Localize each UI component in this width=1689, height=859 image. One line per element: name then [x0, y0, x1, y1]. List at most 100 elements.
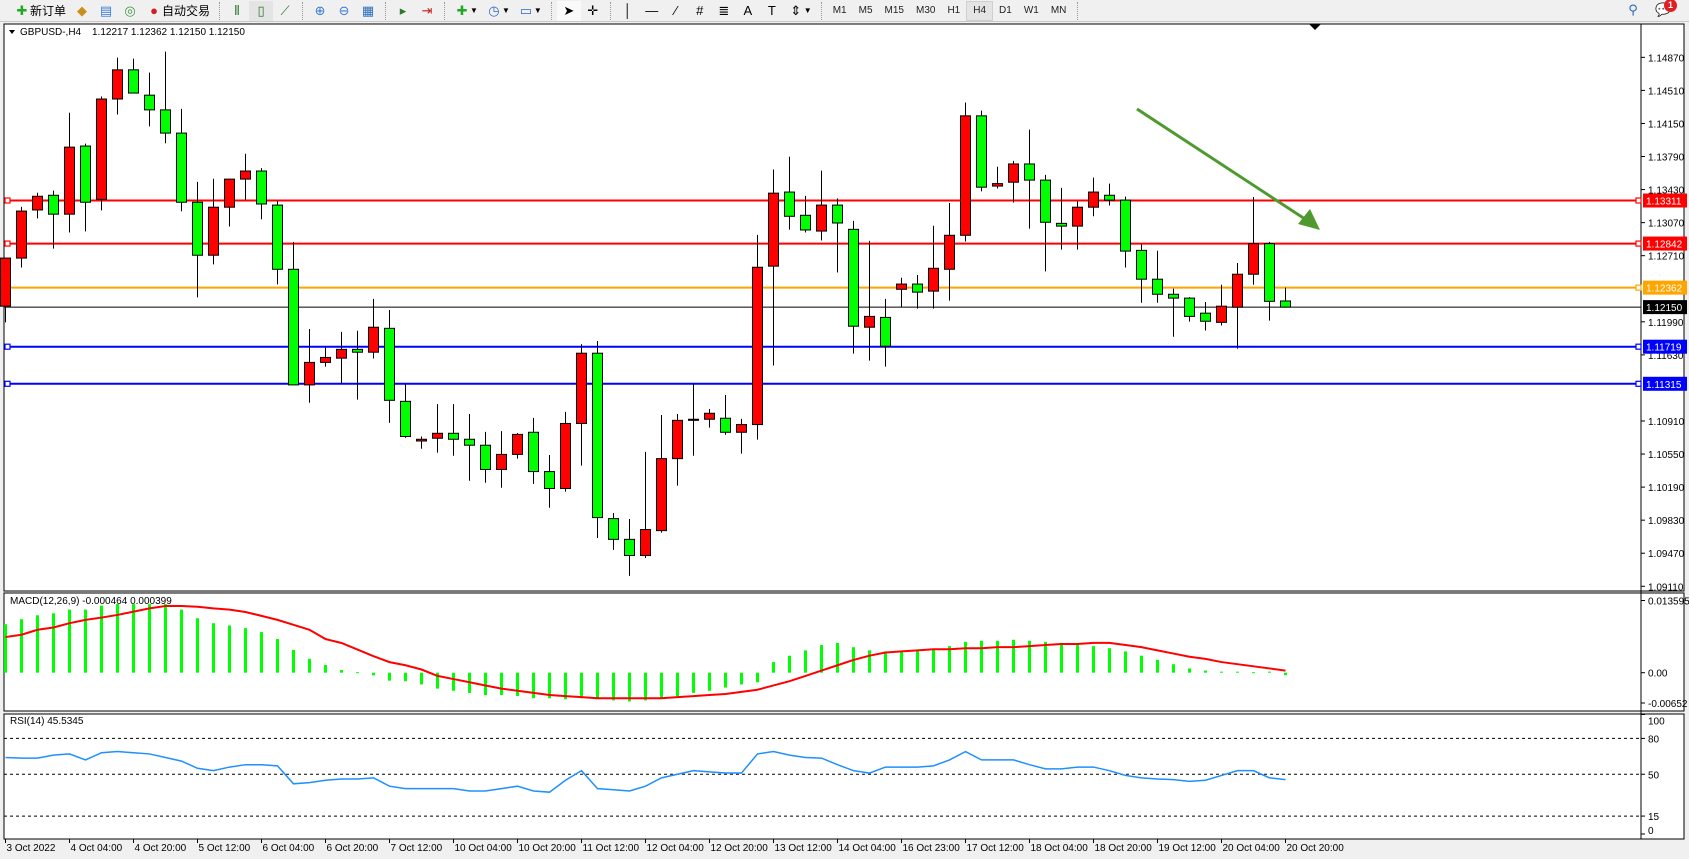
chart-menu-triangle-icon[interactable] — [9, 30, 15, 34]
hline-anchor-handle[interactable] — [4, 380, 11, 387]
hline-anchor-handle[interactable] — [1635, 197, 1642, 204]
hline-anchor-handle[interactable] — [1635, 343, 1642, 350]
zoom-out-button[interactable]: ⊖ — [332, 1, 356, 21]
timeframe-h4[interactable]: H4 — [966, 0, 994, 21]
time-tick-label: 3 Oct 2022 — [7, 843, 56, 854]
candle — [1264, 241, 1275, 321]
candle — [16, 206, 27, 268]
macd-histogram-bar — [1236, 671, 1239, 673]
timeframe-w1[interactable]: W1 — [1023, 5, 1039, 16]
time-tick-label: 19 Oct 12:00 — [1159, 843, 1217, 854]
chart-shift-button[interactable]: ⇥ — [415, 1, 439, 21]
macd-histogram-bar — [580, 672, 583, 699]
macd-histogram-bar — [308, 658, 311, 673]
text-tool[interactable]: A — [736, 1, 760, 21]
macd-histogram-bar — [1220, 671, 1223, 673]
templates-button[interactable]: ▭ ▼ — [514, 1, 546, 21]
macd-histogram-bar — [36, 615, 39, 673]
fibonacci-tool[interactable]: ≣ — [712, 1, 736, 21]
hline-anchor-handle[interactable] — [1635, 284, 1642, 291]
chart-window[interactable]: GBPUSD-,H4 1.12217 1.12362 1.12150 1.1215… — [0, 22, 1689, 859]
price-tick-label: 1.10190 — [1648, 483, 1685, 494]
candle — [576, 344, 587, 466]
auto-scroll-button[interactable]: ▸ — [391, 1, 415, 21]
candle — [960, 102, 971, 242]
timeframe-mn[interactable]: MN — [1050, 5, 1067, 16]
macd-histogram-bar — [660, 672, 663, 699]
timeframe-h1[interactable]: H1 — [947, 5, 961, 16]
new-order-button[interactable]: ✚ 新订单 — [10, 1, 70, 21]
zoom-out-icon: ⊖ — [338, 2, 350, 18]
macd-tick-label: 0.013595 — [1648, 597, 1689, 608]
candle-body — [48, 194, 59, 215]
horizontal-line-tool[interactable]: — — [640, 1, 664, 21]
candle-body — [992, 183, 1003, 187]
tile-windows-button[interactable]: ▦ — [356, 1, 380, 21]
hline-anchor-handle[interactable] — [4, 240, 11, 247]
candle-body — [128, 69, 139, 94]
candle — [112, 57, 123, 115]
macd-histogram-bar — [100, 605, 103, 673]
cursor-tool[interactable]: ➤ — [556, 0, 581, 21]
macd-histogram-bar — [1092, 646, 1095, 673]
candle — [528, 417, 539, 484]
candle — [944, 202, 955, 301]
macd-histogram-bar — [84, 609, 87, 673]
timeframe-m1[interactable]: M1 — [832, 5, 847, 16]
toolbar-separator — [550, 1, 552, 20]
timeframe-m30[interactable]: M30 — [915, 5, 936, 16]
chart-shift-marker-icon[interactable] — [1309, 24, 1321, 30]
timeframe-d1[interactable]: D1 — [999, 5, 1012, 16]
search-icon[interactable]: ⚲ — [1628, 2, 1638, 17]
candle — [864, 240, 875, 361]
price-tick-label: 1.10550 — [1648, 450, 1685, 461]
periods-button[interactable]: ◷ ▼ — [482, 1, 514, 21]
toolbar-separator — [444, 1, 446, 20]
candle-body — [0, 257, 11, 307]
hline-anchor-handle[interactable] — [1635, 380, 1642, 387]
bar-chart-button[interactable]: ⫴ — [225, 1, 249, 21]
text-label-tool[interactable]: T — [760, 1, 784, 21]
tile-windows-icon: ▦ — [361, 2, 375, 18]
candle-body — [304, 361, 315, 386]
metaeditor-button[interactable]: ◆ — [70, 1, 94, 21]
candle-body — [768, 192, 779, 267]
hline-anchor-handle[interactable] — [1635, 240, 1642, 247]
trend-arrow-head-icon[interactable] — [1298, 209, 1320, 230]
candle-body — [240, 170, 251, 180]
auto-trading-button[interactable]: ● 自动交易 — [142, 1, 214, 21]
zoom-in-button[interactable]: ⊕ — [308, 1, 332, 21]
candle-body — [912, 283, 923, 293]
candle-body — [1088, 191, 1099, 208]
horizontal-line-icon: — — [645, 2, 659, 18]
macd-histogram-bar — [388, 672, 391, 681]
candle-body — [1200, 312, 1211, 322]
macd-histogram-bar — [1204, 670, 1207, 673]
notifications-icon[interactable]: 💬 1 — [1655, 0, 1677, 18]
crosshair-tool[interactable]: ✛ — [581, 1, 605, 21]
hline-anchor-handle[interactable] — [4, 197, 11, 204]
channel-tool[interactable]: # — [688, 1, 712, 21]
candle-body — [368, 326, 379, 353]
candle-body — [976, 115, 987, 188]
data-window-button[interactable]: ▤ — [94, 1, 118, 21]
vertical-line-tool[interactable]: │ — [616, 1, 640, 21]
signals-button[interactable]: ◎ — [118, 1, 142, 21]
candle — [144, 72, 155, 127]
candle — [688, 383, 699, 456]
price-tag-label: 1.11719 — [1646, 343, 1682, 354]
trendline-tool[interactable]: ⁄ — [664, 1, 688, 21]
timeframe-m15[interactable]: M15 — [884, 5, 904, 16]
candle — [1216, 284, 1227, 326]
candle-body — [64, 146, 75, 215]
line-chart-button[interactable]: ⟋ — [273, 1, 297, 21]
macd-histogram-bar — [820, 645, 823, 673]
hline-anchor-handle[interactable] — [4, 343, 11, 350]
arrows-tool[interactable]: ⇕ ▼ — [784, 1, 816, 21]
price-tag-resistance — [1643, 193, 1687, 208]
trend-arrow-line[interactable] — [1136, 107, 1309, 223]
indicators-button[interactable]: ✚ ▼ — [450, 1, 482, 21]
candle — [976, 110, 987, 192]
candlestick-chart-button[interactable]: ▯ — [249, 0, 274, 21]
timeframe-m5[interactable]: M5 — [858, 5, 873, 16]
